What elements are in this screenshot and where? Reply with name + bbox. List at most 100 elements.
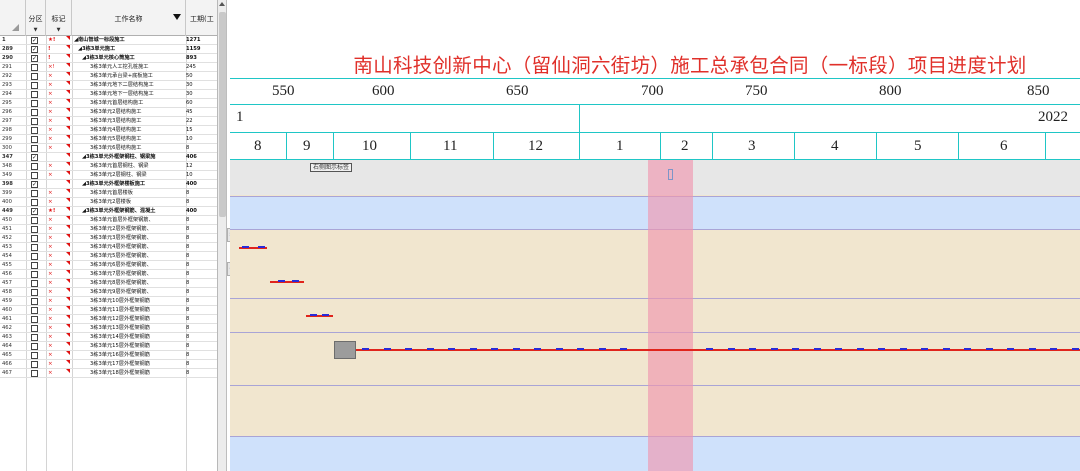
sort-down-icon[interactable]: ▼ <box>33 27 38 33</box>
task-bar[interactable] <box>356 349 1080 351</box>
row-checkbox[interactable] <box>31 289 38 296</box>
table-row[interactable]: 1 ✓ ★! ◢南山智城一标段施工 1271 <box>0 36 217 45</box>
row-checkbox[interactable] <box>31 352 38 359</box>
milestone-marker[interactable] <box>985 348 993 350</box>
table-row[interactable]: 298 × 3栋3单元4层结构施工 15 <box>0 126 217 135</box>
row-checkbox[interactable]: ✓ <box>31 154 38 161</box>
row-task-name[interactable]: 3栋3单元首层外框架钢筋、 <box>90 217 154 223</box>
row-checkbox[interactable] <box>31 307 38 314</box>
row-task-name[interactable]: 3栋3单元10层外框架钢筋 <box>90 298 150 304</box>
row-task-name[interactable]: 3栋3单元5层外框架钢筋、 <box>90 253 152 259</box>
row-task-name[interactable]: 3栋3单元承台梁+底板施工 <box>90 73 153 79</box>
row-checkbox[interactable] <box>31 316 38 323</box>
filter-icon[interactable] <box>173 14 181 20</box>
row-task-name[interactable]: 3栋3单元11层外框架钢筋 <box>90 307 150 313</box>
table-row[interactable]: 458 × 3栋3单元9层外框架钢筋、 8 <box>0 288 217 297</box>
row-checkbox[interactable]: ✓ <box>31 181 38 188</box>
table-row[interactable]: 348 × 3栋3单元首层钢柱、钢梁 12 <box>0 162 217 171</box>
milestone-marker[interactable] <box>242 246 249 248</box>
milestone-marker[interactable] <box>362 348 369 350</box>
row-checkbox[interactable] <box>31 82 38 89</box>
milestone-marker[interactable] <box>278 280 285 282</box>
row-task-name[interactable]: 3栋3单元17层外框架钢筋 <box>90 361 150 367</box>
milestone-marker[interactable] <box>1028 348 1036 350</box>
gantt-chart[interactable]: 南山科技创新中心（留仙洞六街坊）施工总承包合同（一标段）项目进度计划 550 6… <box>230 0 1080 471</box>
table-row[interactable]: 462 × 3栋3单元13层外框架钢筋 8 <box>0 324 217 333</box>
table-row[interactable]: 398 ✓ ◢3栋3单元外框架楼板施工 400 <box>0 180 217 189</box>
row-checkbox[interactable] <box>31 370 38 377</box>
select-all-icon[interactable] <box>12 24 19 31</box>
milestone-marker[interactable] <box>310 314 317 316</box>
milestone-marker[interactable] <box>322 314 329 316</box>
row-task-name[interactable]: 3栋3单元5层结构施工 <box>90 136 142 142</box>
row-task-name[interactable]: 3栋3单元7层外框架钢筋、 <box>90 271 152 277</box>
row-checkbox[interactable]: ✓ <box>31 208 38 215</box>
table-row[interactable]: 289 ✓! ◢3栋3单元施工 1159 <box>0 45 217 54</box>
row-task-name[interactable]: 3栋3单元16层外框架钢筋 <box>90 352 150 358</box>
table-row[interactable]: 455 × 3栋3单元6层外框架钢筋、 8 <box>0 261 217 270</box>
partition-column-header[interactable]: 分区 ▼ <box>26 0 46 36</box>
duration-column-header[interactable]: 工期(工 <box>186 0 217 36</box>
today-handle[interactable] <box>668 169 673 180</box>
milestone-marker[interactable] <box>555 348 563 350</box>
row-task-name[interactable]: 3栋3单元人工挖孔桩施工 <box>90 64 149 70</box>
row-task-name[interactable]: 3栋3单元2层楼板 <box>90 199 132 205</box>
row-task-name[interactable]: ◢3栋3单元核心筒施工 <box>82 55 135 61</box>
row-task-name[interactable]: 3栋3单元18层外框架钢筋 <box>90 370 150 376</box>
table-row[interactable]: 347 ✓ ◢3栋3单元外框架钢柱、钢梁施 406 <box>0 153 217 162</box>
scrollbar-thumb[interactable] <box>219 12 226 217</box>
table-row[interactable]: 400 × 3栋3单元2层楼板 8 <box>0 198 217 207</box>
table-row[interactable]: 465 × 3栋3单元16层外框架钢筋 8 <box>0 351 217 360</box>
milestone-marker[interactable] <box>577 348 584 350</box>
row-task-name[interactable]: ◢南山智城一标段施工 <box>74 37 125 43</box>
row-checkbox[interactable] <box>31 334 38 341</box>
milestone-marker[interactable] <box>383 348 391 350</box>
row-task-name[interactable]: 3栋3单元2层外框架钢筋、 <box>90 226 152 232</box>
milestone-marker[interactable] <box>598 348 606 350</box>
milestone-marker[interactable] <box>770 348 778 350</box>
milestone-marker[interactable] <box>813 348 821 350</box>
row-checkbox[interactable] <box>31 64 38 71</box>
table-row[interactable]: 349 × 3栋3单元2层钢柱、钢梁 10 <box>0 171 217 180</box>
milestone-marker[interactable] <box>405 348 412 350</box>
row-checkbox[interactable] <box>31 235 38 242</box>
row-checkbox[interactable] <box>31 109 38 116</box>
row-task-name[interactable]: 3栋3单元首层结构施工 <box>90 100 144 106</box>
table-row[interactable]: 296 × 3栋3单元2层结构施工 45 <box>0 108 217 117</box>
grid-vertical-scrollbar[interactable] <box>218 0 227 471</box>
row-task-name[interactable]: ◢3栋3单元外框架楼板施工 <box>82 181 146 187</box>
row-checkbox[interactable] <box>31 172 38 179</box>
row-task-name[interactable]: 3栋3单元3层结构施工 <box>90 118 142 124</box>
milestone-marker[interactable] <box>835 348 842 350</box>
milestone-marker[interactable] <box>878 348 885 350</box>
row-checkbox[interactable] <box>31 199 38 206</box>
table-row[interactable]: 295 × 3栋3单元首层结构施工 60 <box>0 99 217 108</box>
table-row[interactable]: 460 × 3栋3单元11层外框架钢筋 8 <box>0 306 217 315</box>
milestone-marker[interactable] <box>856 348 864 350</box>
row-task-name[interactable]: 3栋3单元8层外框架钢筋、 <box>90 280 152 286</box>
table-row[interactable]: 463 × 3栋3单元14层外框架钢筋 8 <box>0 333 217 342</box>
table-row[interactable]: 291 ×! 3栋3单元人工挖孔桩施工 245 <box>0 63 217 72</box>
table-row[interactable]: 453 × 3栋3单元4层外框架钢筋、 8 <box>0 243 217 252</box>
row-checkbox[interactable]: ✓ <box>31 55 38 62</box>
task-bar[interactable] <box>270 281 304 283</box>
milestone-marker[interactable] <box>942 348 950 350</box>
milestone-marker[interactable] <box>448 348 455 350</box>
table-row[interactable]: 399 × 3栋3单元首层楼板 8 <box>0 189 217 198</box>
milestone-marker[interactable] <box>964 348 971 350</box>
row-task-name[interactable]: 3栋3单元4层外框架钢筋、 <box>90 244 152 250</box>
table-row[interactable]: 290 ✓! ◢3栋3单元核心筒施工 893 <box>0 54 217 63</box>
table-row[interactable]: 300 × 3栋3单元6层结构施工 8 <box>0 144 217 153</box>
milestone-marker[interactable] <box>620 348 627 350</box>
row-task-name[interactable]: 3栋3单元4层结构施工 <box>90 127 142 133</box>
row-task-name[interactable]: 3栋3单元6层结构施工 <box>90 145 142 151</box>
row-checkbox[interactable]: ✓ <box>31 37 38 44</box>
milestone-marker[interactable] <box>1050 348 1057 350</box>
scroll-up-icon[interactable] <box>219 2 225 6</box>
table-row[interactable]: 451 × 3栋3单元2层外框架钢筋、 8 <box>0 225 217 234</box>
row-task-name[interactable]: 3栋3单元14层外框架钢筋 <box>90 334 150 340</box>
table-row[interactable]: 294 × 3栋3单元地下一层结构施工 30 <box>0 90 217 99</box>
milestone-marker[interactable] <box>534 348 541 350</box>
milestone-marker[interactable] <box>292 280 299 282</box>
table-row[interactable]: 456 × 3栋3单元7层外框架钢筋、 8 <box>0 270 217 279</box>
